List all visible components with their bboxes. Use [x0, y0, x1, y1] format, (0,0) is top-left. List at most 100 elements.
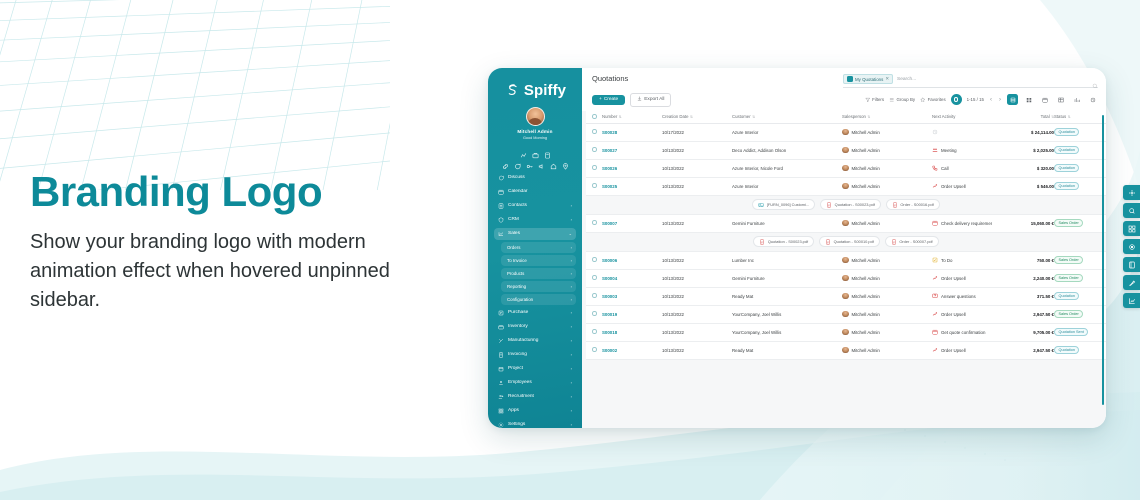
- cell-number[interactable]: S00025: [602, 183, 618, 189]
- key-icon[interactable]: [526, 157, 533, 168]
- layout-tool-icon[interactable]: [1123, 221, 1140, 236]
- sidebar-item-employees[interactable]: Employees ›: [494, 377, 576, 389]
- sidebar-item-discuss[interactable]: Discuss: [494, 172, 576, 184]
- scrollbar-thumb[interactable]: [1102, 114, 1104, 405]
- search-tool-icon[interactable]: [1123, 203, 1140, 218]
- sidebar-item-orders[interactable]: Orders ›: [501, 241, 576, 253]
- row-checkbox[interactable]: [592, 220, 602, 226]
- next-page-button[interactable]: ›: [999, 96, 1001, 103]
- sidebar-item-recruitment[interactable]: Recruitment ›: [494, 391, 576, 403]
- attachment-chip[interactable]: Order - S00007.pdf: [884, 236, 939, 247]
- cell-number[interactable]: S00018: [602, 329, 618, 335]
- table-row[interactable]: S00027 10/13/2022 Deco Addict, Addison Ols…: [586, 141, 1106, 160]
- sidebar-item-crm[interactable]: CRM ›: [494, 214, 576, 226]
- column-header-customer[interactable]: Customer ⇅: [732, 114, 755, 119]
- column-header-next-activity[interactable]: Next Activity: [932, 114, 956, 119]
- table-row[interactable]: S00018 10/13/2022 YourCompany, Joel Willis…: [586, 323, 1106, 342]
- select-all-checkbox[interactable]: [592, 114, 602, 119]
- sidebar-item-inventory[interactable]: Inventory ›: [494, 321, 576, 333]
- attachment-chip[interactable]: Order - S00016.pdf: [885, 199, 940, 210]
- calendar-view-button[interactable]: [1039, 94, 1050, 105]
- previous-page-button[interactable]: ‹: [990, 96, 992, 103]
- column-header-creation-date[interactable]: Creation Date ⇅: [662, 114, 693, 119]
- table-row[interactable]: S00007 10/13/2022 Gemini Furniture Mitchell…: [586, 214, 1106, 233]
- megaphone-icon[interactable]: [538, 157, 545, 169]
- table-row[interactable]: S00025 10/13/2022 Azure Interior Mitchell A…: [586, 177, 1106, 196]
- table-row[interactable]: S00004 10/13/2022 Gemini Furniture Mitchell…: [586, 269, 1106, 288]
- sidebar-item-project[interactable]: Project ›: [494, 363, 576, 375]
- brush-tool-icon[interactable]: [1123, 275, 1140, 290]
- cell-number[interactable]: S00007: [602, 220, 618, 226]
- table-row[interactable]: S00019 10/13/2022 YourCompany, Joel Willis…: [586, 305, 1106, 324]
- chart-tool-icon[interactable]: [1123, 293, 1140, 308]
- sidebar-item-manufacturing[interactable]: Manufacturing ›: [494, 335, 576, 347]
- filters-button[interactable]: Filters: [864, 97, 884, 103]
- sidebar-item-invoicing[interactable]: Invoicing ›: [494, 349, 576, 361]
- search-filter-chip[interactable]: My Quotations ✕: [843, 74, 893, 84]
- table-row[interactable]: S00026 10/13/2022 Azure Interior, Nicole F…: [586, 159, 1106, 178]
- attachment-chip[interactable]: [FURN_0096] Customi...: [752, 199, 816, 210]
- brand-logo[interactable]: Spiffy: [488, 76, 582, 105]
- table-row[interactable]: S00028 10/17/2022 Azure Interior Mitchell A…: [586, 123, 1106, 142]
- column-header-salesperson[interactable]: Salesperson ⇅: [842, 114, 871, 119]
- home-icon[interactable]: [550, 157, 557, 169]
- color-tool-icon[interactable]: [1123, 239, 1140, 254]
- record-indicator[interactable]: [950, 94, 962, 105]
- search-icon[interactable]: [1092, 76, 1098, 89]
- user-profile[interactable]: Mitchell Admin Good Morning: [488, 107, 582, 140]
- group-by-button[interactable]: Group By: [889, 97, 915, 103]
- cell-number[interactable]: S00027: [602, 147, 618, 153]
- link-icon[interactable]: [502, 157, 509, 169]
- sidebar-item-contacts[interactable]: Contacts ›: [494, 200, 576, 212]
- list-view-button[interactable]: [1007, 94, 1018, 105]
- table-row[interactable]: S00003 10/13/2022 Ready Mat Mitchell Admin A…: [586, 287, 1106, 306]
- briefcase-icon[interactable]: [532, 146, 539, 158]
- cell-number[interactable]: S00004: [602, 275, 618, 281]
- row-checkbox[interactable]: [592, 347, 602, 353]
- cell-number[interactable]: S00019: [602, 311, 618, 317]
- column-header-number[interactable]: Number ⇅: [602, 114, 622, 119]
- sidebar-item-purchase[interactable]: Purchase ›: [494, 307, 576, 319]
- row-checkbox[interactable]: [592, 129, 602, 135]
- pin-icon[interactable]: [562, 157, 569, 170]
- graph-view-button[interactable]: [1071, 94, 1082, 105]
- row-checkbox[interactable]: [592, 257, 602, 263]
- table-row[interactable]: S00006 10/13/2022 Lumber Inc Mitchell Admin…: [586, 251, 1106, 270]
- favorites-button[interactable]: Favorites: [920, 96, 946, 103]
- chat-icon[interactable]: [514, 157, 521, 169]
- activity-view-button[interactable]: [1087, 94, 1098, 105]
- attachment-chip[interactable]: Quotation - S00010.pdf: [819, 236, 880, 247]
- attachment-chip[interactable]: Quotation - S00023.pdf: [820, 199, 881, 210]
- cell-number[interactable]: S00002: [602, 347, 618, 353]
- book-tool-icon[interactable]: [1123, 257, 1140, 272]
- kanban-view-button[interactable]: [1023, 94, 1034, 105]
- row-checkbox[interactable]: [592, 183, 602, 189]
- column-header-total[interactable]: Total ⇅: [1040, 114, 1054, 119]
- row-checkbox[interactable]: [592, 293, 602, 299]
- sidebar-item-settings[interactable]: Settings ›: [494, 419, 576, 429]
- sidebar-item-configuration[interactable]: Configuration ›: [501, 293, 576, 305]
- column-header-status[interactable]: Status ⇅: [1054, 114, 1071, 119]
- sidebar-item-apps[interactable]: Apps ›: [494, 405, 576, 417]
- table-row[interactable]: S00002 10/13/2022 Ready Mat Mitchell Admin O…: [586, 341, 1106, 360]
- row-checkbox[interactable]: [592, 275, 602, 281]
- cell-number[interactable]: S00026: [602, 165, 618, 171]
- sidebar-item-to-invoice[interactable]: To Invoice ›: [501, 254, 576, 266]
- cell-number[interactable]: S00003: [602, 293, 618, 299]
- sidebar-item-reporting[interactable]: Reporting ›: [501, 280, 576, 292]
- pivot-view-button[interactable]: [1055, 94, 1066, 105]
- row-checkbox[interactable]: [592, 311, 602, 317]
- create-button[interactable]: + Create: [592, 94, 626, 105]
- row-checkbox[interactable]: [592, 329, 602, 335]
- vertical-scrollbar[interactable]: [1102, 111, 1104, 429]
- sidebar-item-products[interactable]: Products ›: [501, 267, 576, 279]
- search-input[interactable]: Search...: [897, 76, 917, 82]
- activity-icon[interactable]: [520, 146, 527, 157]
- row-checkbox[interactable]: [592, 165, 602, 171]
- search-bar[interactable]: My Quotations ✕ Search...: [843, 74, 1098, 89]
- cell-number[interactable]: S00028: [602, 129, 618, 135]
- settings-tool-icon[interactable]: [1123, 185, 1140, 200]
- sidebar-item-sales[interactable]: Sales ⌄: [494, 227, 576, 240]
- sidebar-item-calendar[interactable]: Calendar: [494, 186, 576, 198]
- export-all-button[interactable]: Export All: [630, 92, 672, 107]
